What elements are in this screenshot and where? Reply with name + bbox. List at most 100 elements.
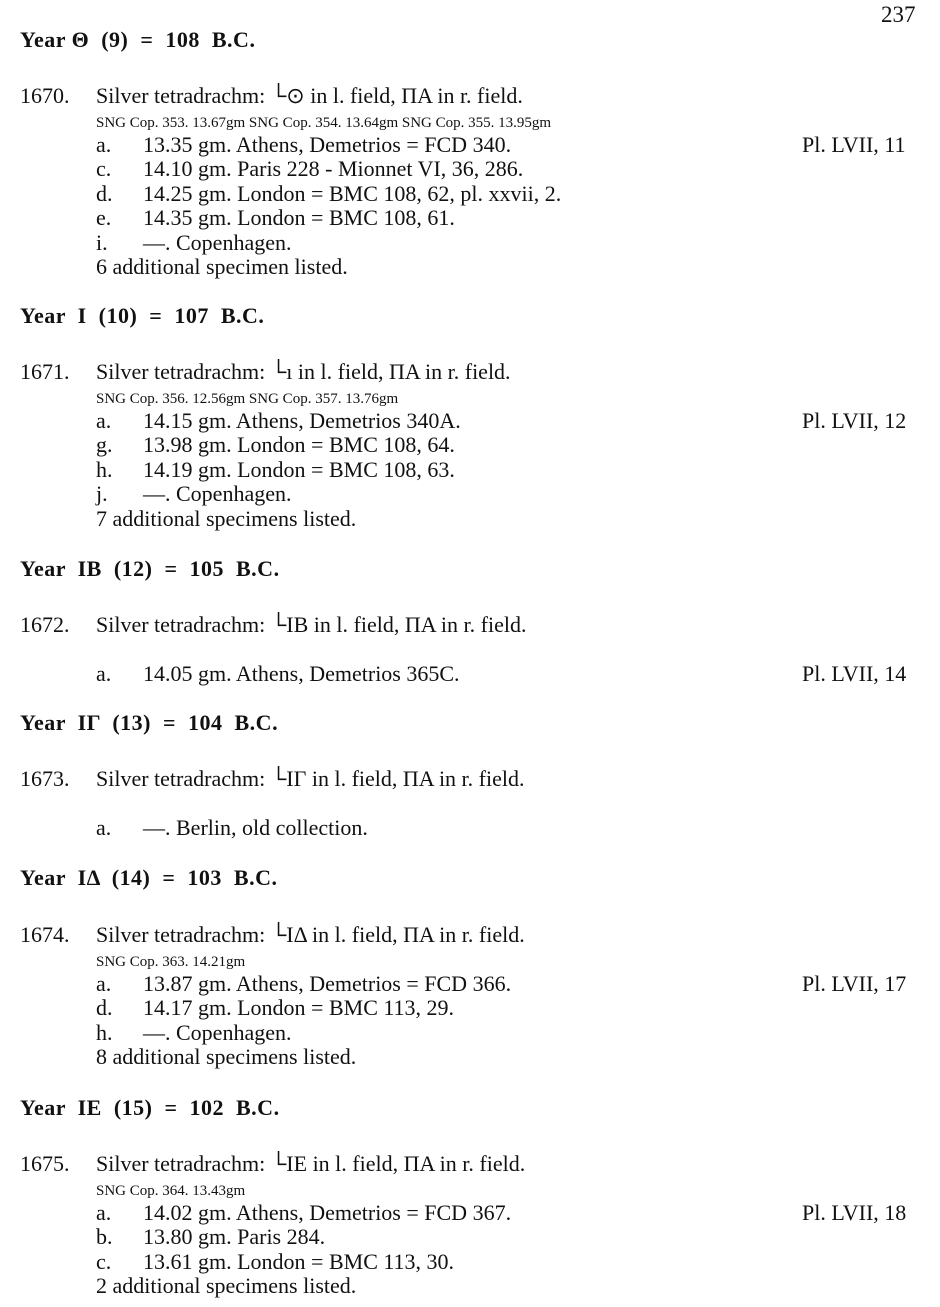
additional-specimens: 8 additional specimens listed. [96, 1044, 357, 1069]
catalogue-entry: 1670. Silver tetradrachm: └⊙ in l. field,… [0, 83, 940, 280]
plate-reference: Pl. LVII, 12 [802, 407, 907, 433]
specimen-item: h. —. Copenhagen. [0, 1019, 940, 1046]
specimen-item: h. 14.19 gm. London = BMC 108, 63. [0, 456, 940, 483]
specimen-text: 13.87 gm. Athens, Demetrios = FCD 366. [143, 970, 512, 996]
entry-title-line: 1671. Silver tetradrachm: └ı in l. field,… [0, 359, 940, 385]
specimen-text: 14.35 gm. London = BMC 108, 61. [143, 205, 455, 230]
specimen-item: g. 13.98 gm. London = BMC 108, 64. [0, 432, 940, 458]
specimen-letter: a. [96, 661, 112, 686]
plate-reference: Pl. LVII, 14 [802, 661, 907, 686]
specimen-text: —. Copenhagen. [143, 229, 292, 255]
catalogue-entry: 1672. Silver tetradrachm: └IB in l. field… [0, 612, 940, 687]
specimen-letter: a. [96, 131, 112, 157]
specimen-text: 13.80 gm. Paris 284. [143, 1224, 326, 1249]
entry-title-line: 1673. Silver tetradrachm: └IΓ in l. field… [0, 766, 940, 792]
specimen-text: 14.10 gm. Paris 228 - Mionnet VI, 36, 28… [143, 156, 524, 181]
entry-title-line: 1672. Silver tetradrachm: └IB in l. field… [0, 612, 940, 638]
specimen-text: —. Berlin, old collection. [143, 815, 368, 840]
entry-description: Silver tetradrachm: └IΓ in l. field, ΠΑ … [96, 766, 525, 791]
entry-title-line: 1674. Silver tetradrachm: └IΔ in l. field… [0, 922, 940, 948]
specimen-text: —. Copenhagen. [143, 1019, 292, 1045]
year-heading: Year IΓ (13) = 104 B.C. [20, 710, 279, 735]
entry-number: 1670. [20, 83, 70, 108]
specimen-item: a. 14.02 gm. Athens, Demetrios = FCD 367.… [0, 1199, 940, 1226]
blank-line [0, 638, 940, 663]
specimen-text: 13.61 gm. London = BMC 113, 30. [143, 1248, 455, 1274]
entry-number: 1675. [20, 1151, 70, 1176]
entry-description: Silver tetradrachm: └IB in l. field, ΠΑ … [96, 612, 527, 637]
specimen-text: 13.98 gm. London = BMC 108, 64. [143, 432, 455, 457]
specimen-text: —. Copenhagen. [143, 481, 292, 506]
specimen-text: 14.05 gm. Athens, Demetrios 365C. [143, 661, 460, 686]
entry-number: 1673. [20, 766, 70, 791]
year-heading: Year IΔ (14) = 103 B.C. [20, 865, 278, 890]
specimen-letter: g. [96, 432, 113, 457]
specimen-letter: c. [96, 156, 112, 181]
catalogue-entry: 1673. Silver tetradrachm: └IΓ in l. field… [0, 766, 940, 841]
entry-description: Silver tetradrachm: └⊙ in l. field, ΠΑ i… [96, 83, 523, 108]
page-number: 237 [881, 2, 916, 27]
sng-line: SNG Cop. 363. 14.21gm [0, 948, 940, 972]
specimen-item: d. 14.25 gm. London = BMC 108, 62, pl. xx… [0, 180, 940, 207]
entry-title-line: 1670. Silver tetradrachm: └⊙ in l. field,… [0, 83, 940, 109]
plate-reference: Pl. LVII, 18 [802, 1199, 907, 1225]
specimen-item: c. 13.61 gm. London = BMC 113, 30. [0, 1248, 940, 1275]
catalogue-entry: 1674. Silver tetradrachm: └IΔ in l. field… [0, 922, 940, 1070]
specimen-letter: j. [96, 481, 108, 506]
specimen-letter: h. [96, 456, 113, 482]
specimen-letter: a. [96, 1199, 112, 1225]
specimen-item: a. 13.35 gm. Athens, Demetrios = FCD 340.… [0, 131, 940, 158]
sng-references: SNG Cop. 353. 13.67gm SNG Cop. 354. 13.6… [96, 114, 552, 131]
additional-line: 2 additional specimens listed. [0, 1273, 940, 1299]
specimen-item: a. 14.15 gm. Athens, Demetrios 340A. Pl. L… [0, 407, 940, 434]
sng-references: SNG Cop. 363. 14.21gm [96, 953, 246, 970]
year-heading: Year IE (15) = 102 B.C. [20, 1095, 280, 1120]
sng-line: SNG Cop. 356. 12.56gm SNG Cop. 357. 13.7… [0, 385, 940, 409]
entry-title-line: 1675. Silver tetradrachm: └IE in l. field… [0, 1151, 940, 1177]
sng-line: SNG Cop. 353. 13.67gm SNG Cop. 354. 13.6… [0, 109, 940, 133]
entry-number: 1672. [20, 612, 70, 637]
specimen-text: 14.02 gm. Athens, Demetrios = FCD 367. [143, 1199, 512, 1225]
catalogue-entry: 1675. Silver tetradrachm: └IE in l. field… [0, 1151, 940, 1299]
specimen-letter: a. [96, 407, 112, 433]
entry-description: Silver tetradrachm: └IE in l. field, ΠΑ … [96, 1151, 526, 1176]
additional-specimens: 6 additional specimen listed. [96, 254, 348, 279]
blank-line [0, 792, 940, 817]
specimen-letter: i. [96, 229, 108, 255]
specimen-text: 14.17 gm. London = BMC 113, 29. [143, 995, 455, 1020]
specimen-item: e. 14.35 gm. London = BMC 108, 61. [0, 205, 940, 231]
additional-line: 6 additional specimen listed. [0, 254, 940, 280]
specimen-item: d. 14.17 gm. London = BMC 113, 29. [0, 995, 940, 1021]
year-heading: Year Θ (9) = 108 B.C. [20, 27, 256, 52]
entry-number: 1674. [20, 922, 70, 947]
specimen-letter: d. [96, 995, 113, 1020]
entry-description: Silver tetradrachm: └IΔ in l. field, ΠΑ … [96, 922, 525, 947]
year-heading: Year I (10) = 107 B.C. [20, 303, 265, 328]
specimen-text: 14.15 gm. Athens, Demetrios 340A. [143, 407, 461, 433]
sng-line: SNG Cop. 364. 13.43gm [0, 1177, 940, 1201]
sng-references: SNG Cop. 356. 12.56gm SNG Cop. 357. 13.7… [96, 390, 399, 407]
specimen-text: 13.35 gm. Athens, Demetrios = FCD 340. [143, 131, 512, 157]
specimen-item: a. —. Berlin, old collection. [0, 815, 940, 841]
specimen-item: j. —. Copenhagen. [0, 481, 940, 507]
sng-references: SNG Cop. 364. 13.43gm [96, 1182, 246, 1199]
specimen-letter: a. [96, 815, 112, 840]
specimen-letter: h. [96, 1019, 113, 1045]
additional-specimens: 2 additional specimens listed. [96, 1273, 357, 1298]
specimen-letter: e. [96, 205, 112, 230]
additional-line: 8 additional specimens listed. [0, 1044, 940, 1070]
specimen-item: a. 13.87 gm. Athens, Demetrios = FCD 366.… [0, 970, 940, 997]
specimen-letter: a. [96, 970, 112, 996]
specimen-item: a. 14.05 gm. Athens, Demetrios 365C. Pl. L… [0, 661, 940, 687]
additional-line: 7 additional specimens listed. [0, 505, 940, 532]
entry-description: Silver tetradrachm: └ı in l. field, ΠΑ i… [96, 359, 511, 384]
specimen-letter: b. [96, 1224, 113, 1249]
specimen-item: b. 13.80 gm. Paris 284. [0, 1224, 940, 1250]
year-heading: Year IB (12) = 105 B.C. [20, 556, 280, 581]
specimen-text: 14.25 gm. London = BMC 108, 62, pl. xxvi… [143, 180, 562, 206]
entry-number: 1671. [20, 359, 70, 384]
specimen-text: 14.19 gm. London = BMC 108, 63. [143, 456, 455, 482]
specimen-letter: d. [96, 180, 113, 206]
specimen-item: i. —. Copenhagen. [0, 229, 940, 256]
additional-specimens: 7 additional specimens listed. [96, 505, 357, 531]
